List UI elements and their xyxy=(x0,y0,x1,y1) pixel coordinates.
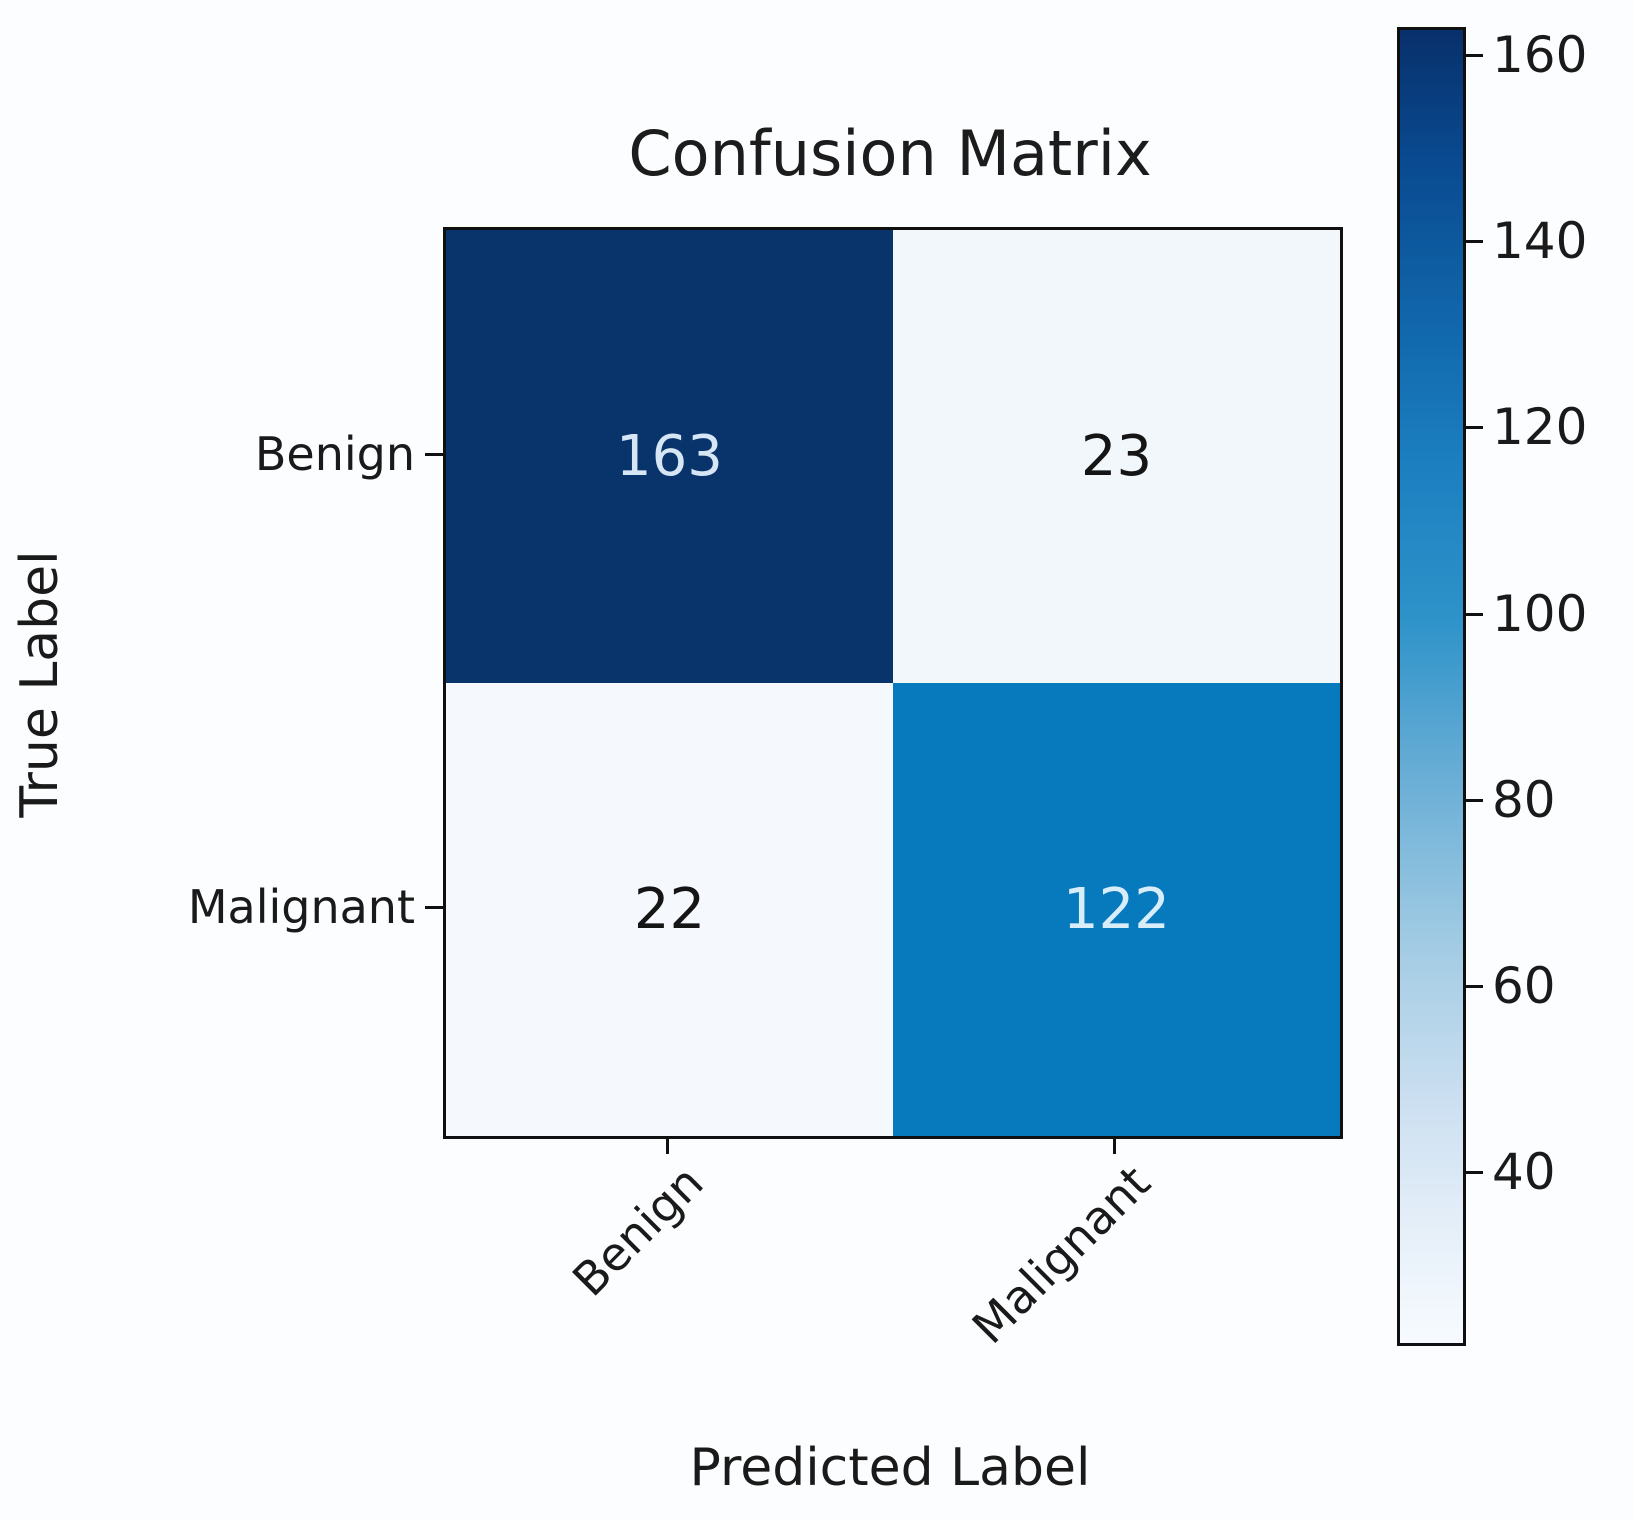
colorbar-tick-label-120: 120 xyxy=(1492,398,1588,457)
y-tick-label-benign: Benign xyxy=(254,426,415,481)
colorbar-tick-label-60: 60 xyxy=(1492,957,1556,1016)
colorbar-tick-mark xyxy=(1466,53,1483,57)
colorbar-tick-mark xyxy=(1466,985,1483,989)
colorbar-gradient xyxy=(1400,30,1463,1343)
matrix-cell-benign-benign: 163 xyxy=(446,230,893,683)
x-axis-label: Predicted Label xyxy=(689,1438,1091,1498)
y-tick-mark xyxy=(425,452,443,456)
x-tick-label-benign: Benign xyxy=(562,1155,714,1307)
heatmap-grid: 163 23 22 122 xyxy=(443,227,1343,1139)
colorbar-tick-mark xyxy=(1466,1171,1483,1175)
colorbar-tick-mark xyxy=(1466,798,1483,802)
chart-title: Confusion Matrix xyxy=(628,117,1152,190)
matrix-cell-benign-malignant: 23 xyxy=(893,230,1340,683)
y-tick-label-malignant: Malignant xyxy=(187,879,415,934)
colorbar-tick-mark xyxy=(1466,612,1483,616)
matrix-cell-malignant-malignant: 122 xyxy=(893,683,1340,1136)
colorbar-tick-label-140: 140 xyxy=(1492,212,1588,271)
colorbar-tick-label-160: 160 xyxy=(1492,25,1588,84)
colorbar-tick-label-80: 80 xyxy=(1492,770,1556,829)
y-tick-mark xyxy=(425,905,443,909)
colorbar-tick-label-100: 100 xyxy=(1492,584,1588,643)
matrix-cell-malignant-benign: 22 xyxy=(446,683,893,1136)
colorbar-tick-label-40: 40 xyxy=(1492,1143,1556,1202)
colorbar-tick-mark xyxy=(1466,426,1483,430)
x-tick-label-malignant: Malignant xyxy=(962,1155,1161,1354)
x-tick-mark xyxy=(1112,1136,1116,1154)
colorbar xyxy=(1397,27,1466,1346)
x-tick-mark xyxy=(665,1136,669,1154)
colorbar-tick-mark xyxy=(1466,240,1483,244)
